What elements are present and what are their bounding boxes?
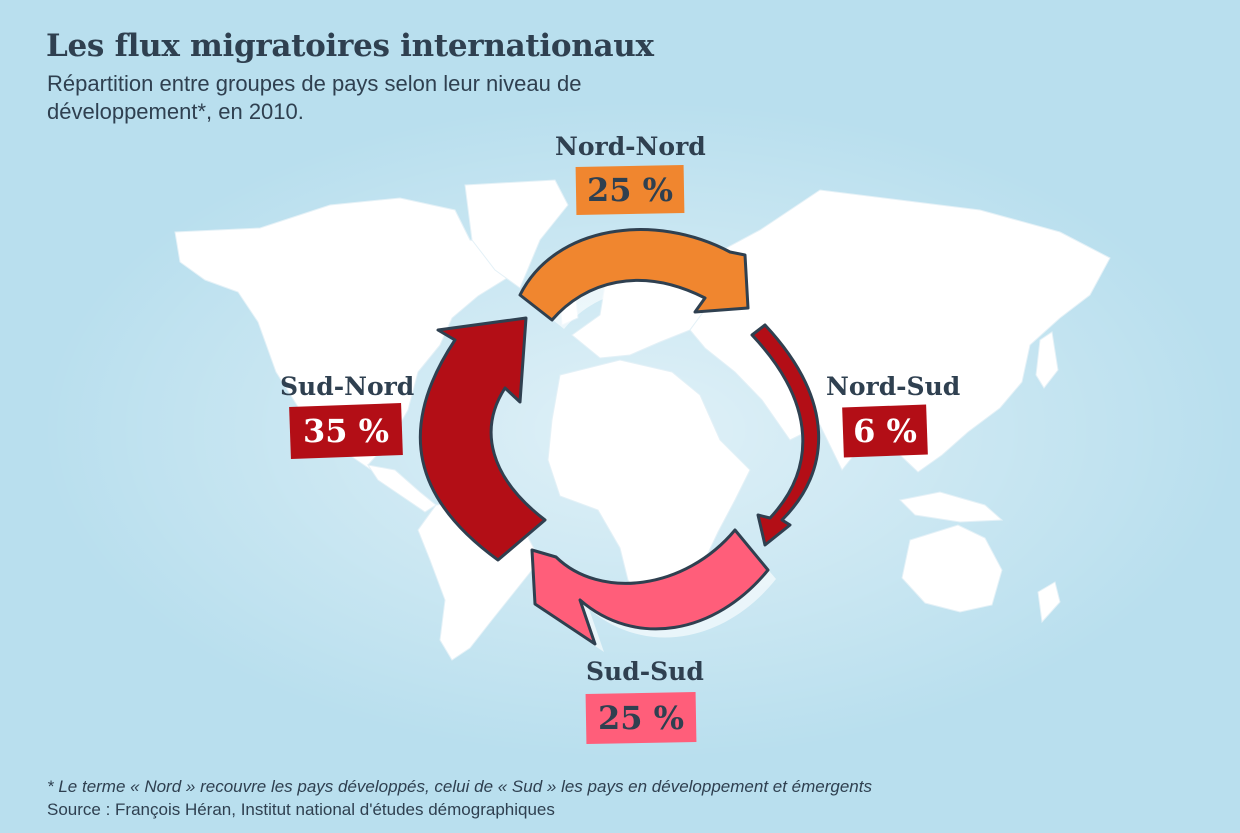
- label-sud-sud: Sud-Sud: [586, 657, 704, 686]
- greenland: [464, 179, 569, 289]
- source-credit: Source : François Héran, Institut nation…: [47, 800, 555, 819]
- arrow-sud-sud: [530, 528, 776, 652]
- arrow-sud-nord: [418, 316, 547, 562]
- arrow-nord-nord: [518, 228, 756, 329]
- japan: [1035, 331, 1059, 389]
- value-sud-nord: 35 %: [302, 412, 390, 450]
- australia: [901, 524, 1003, 613]
- page-title: Les flux migratoires internationaux: [46, 28, 654, 64]
- value-nord-nord: 25 %: [586, 171, 674, 209]
- value-nord-sud: 6 %: [853, 412, 917, 450]
- page-subtitle: Répartition entre groupes de pays selon …: [47, 71, 582, 124]
- footnote: * Le terme « Nord » recouvre les pays dé…: [47, 777, 872, 796]
- label-sud-nord: Sud-Nord: [280, 372, 415, 401]
- sud-sud-box: [585, 692, 697, 744]
- nord-nord-box: [575, 165, 685, 215]
- value-sud-sud: 25 %: [597, 699, 685, 737]
- new-zealand: [1037, 581, 1061, 624]
- indonesia: [898, 491, 1004, 523]
- label-nord-sud: Nord-Sud: [826, 372, 961, 401]
- arrow-nord-sud: [750, 323, 820, 547]
- nord-sud-box: [842, 404, 928, 458]
- central-america: [366, 464, 437, 513]
- label-nord-nord: Nord-Nord: [555, 132, 706, 161]
- sud-nord-box: [289, 403, 403, 459]
